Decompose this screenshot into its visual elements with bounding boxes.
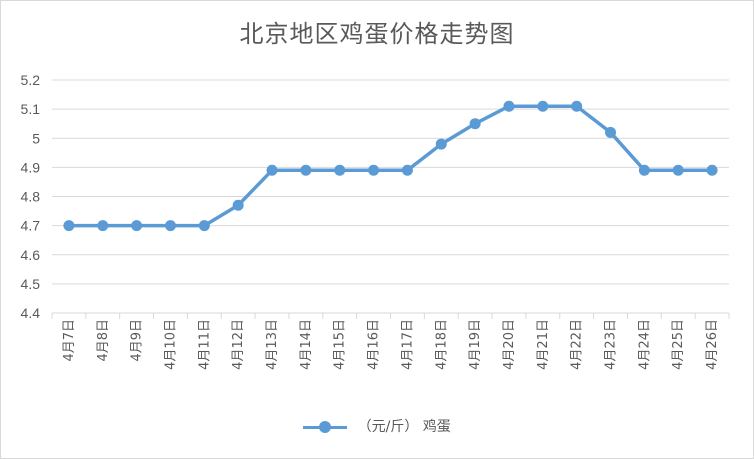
legend-swatch [303,421,348,433]
y-tick-label: 4.7 [21,218,41,234]
chart-legend: （元/斤） 鸡蛋 [0,416,754,436]
y-tick-label: 5.2 [21,72,41,88]
data-point [232,199,244,211]
data-point [368,164,380,176]
x-tick-label: 4月26日 [705,319,720,370]
x-tick-label: 4月24日 [637,319,652,370]
y-tick-label: 5.1 [21,101,41,117]
data-point [334,164,346,176]
data-point [605,126,617,138]
x-tick-label: 4月17日 [400,319,415,370]
x-tick-label: 4月11日 [197,319,212,370]
data-point [638,164,650,176]
x-tick-label: 4月22日 [570,319,585,370]
data-point [131,220,143,232]
data-point [97,220,109,232]
data-point [503,100,515,112]
series-line [68,104,713,228]
data-point [164,220,176,232]
x-tick-label: 4月19日 [468,319,483,370]
data-point [300,164,312,176]
data-point [198,220,210,232]
x-tick-label: 4月25日 [671,319,686,370]
x-tick-label: 4月15日 [333,319,348,370]
y-tick-label: 5 [32,130,40,146]
x-tick-label: 4月18日 [434,319,449,370]
x-tick-label: 4月13日 [265,319,280,370]
y-tick-label: 4.8 [21,189,41,205]
y-tick-label: 4.5 [21,276,41,292]
legend-label: （元/斤） 鸡蛋 [357,419,451,435]
y-tick-label: 4.4 [21,305,41,321]
data-point [266,164,278,176]
legend-swatch-marker [319,421,332,433]
x-tick-label: 4月12日 [231,319,246,370]
data-point [571,100,583,112]
x-tick-label: 4月23日 [604,319,619,370]
y-tick-label: 4.6 [21,247,41,263]
data-point [469,118,481,130]
data-point [63,220,75,232]
x-tick-label: 4月8日 [96,319,111,362]
x-tick-label: 4月21日 [536,319,551,370]
x-tick-label: 4月14日 [299,319,314,370]
x-tick-label: 4月20日 [502,319,517,370]
y-tick-label: 4.9 [21,159,41,175]
data-point [706,164,718,176]
data-point [401,164,413,176]
data-point [435,138,447,150]
x-tick-label: 4月7日 [62,319,77,362]
x-tick-label: 4月16日 [367,319,382,370]
chart-title: 北京地区鸡蛋价格走势图 [239,20,515,48]
data-point [537,100,549,112]
data-point [672,164,684,176]
x-tick-label: 4月9日 [130,319,145,362]
x-tick-label: 4月10日 [163,319,178,370]
